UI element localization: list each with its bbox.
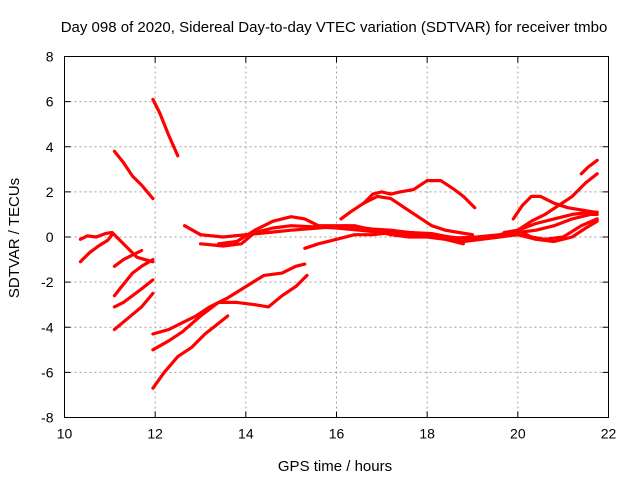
- x-tick-label: 22: [601, 426, 617, 442]
- x-tick-label: 10: [57, 426, 73, 442]
- axis-ticks: 10 12 14 16 18 20 22 -8 -6 -4 -2 0 2 4 6 8: [41, 49, 616, 442]
- y-tick-label: -4: [41, 319, 54, 335]
- series-trace-20: [579, 158, 599, 176]
- chart-title: Day 098 of 2020, Sidereal Day-to-day VTE…: [61, 19, 608, 36]
- x-axis-label: GPS time / hours: [278, 458, 392, 475]
- series-trace-9: [151, 262, 307, 336]
- y-tick-label: -8: [41, 410, 54, 426]
- y-tick-label: 0: [46, 229, 54, 245]
- series-trace-8: [151, 97, 180, 158]
- series-trace-17: [362, 194, 475, 237]
- y-tick-label: -6: [41, 364, 54, 380]
- series-trace-1: [78, 230, 155, 264]
- series-trace-2: [78, 233, 114, 264]
- y-tick-label: 8: [46, 49, 54, 65]
- series-trace-7: [112, 291, 155, 332]
- data-traces: [78, 97, 599, 390]
- series-trace-4: [112, 248, 144, 268]
- series-trace-5: [112, 258, 155, 298]
- series-trace-19: [516, 172, 599, 232]
- x-tick-label: 12: [147, 426, 163, 442]
- series-trace-11: [151, 314, 230, 390]
- y-tick-label: 4: [46, 139, 54, 155]
- x-tick-label: 16: [329, 426, 345, 442]
- series-trace-15: [303, 219, 599, 250]
- series-trace-14: [217, 215, 465, 246]
- series-trace-3: [112, 149, 155, 201]
- y-tick-label: -2: [41, 274, 54, 290]
- grid: [64, 56, 609, 418]
- y-axis-label: SDTVAR / TECUs: [6, 178, 23, 298]
- series-trace-10: [151, 273, 309, 352]
- series-trace-18: [511, 194, 597, 221]
- x-tick-label: 20: [510, 426, 526, 442]
- y-tick-label: 6: [46, 94, 54, 110]
- series-trace-16: [339, 179, 477, 221]
- x-tick-label: 14: [238, 426, 254, 442]
- y-tick-label: 2: [46, 184, 54, 200]
- series-trace-6: [112, 278, 155, 309]
- series-trace-21: [502, 217, 599, 241]
- x-tick-label: 18: [419, 426, 435, 442]
- series-trace-13: [198, 212, 599, 248]
